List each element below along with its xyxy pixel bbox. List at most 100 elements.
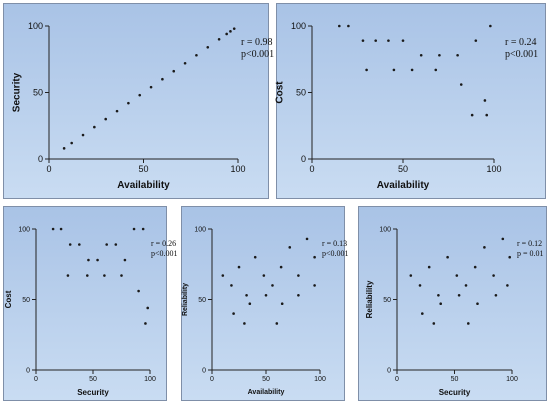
data-point xyxy=(421,312,424,315)
data-point xyxy=(401,39,405,42)
data-point xyxy=(280,302,284,306)
y-tick-label: 0 xyxy=(301,154,306,164)
data-point xyxy=(489,24,492,28)
data-point xyxy=(305,237,309,241)
data-point xyxy=(132,227,136,231)
data-point xyxy=(338,24,341,28)
data-point xyxy=(146,306,150,310)
data-point xyxy=(313,284,316,287)
y-axis-title: Reliability xyxy=(365,280,374,318)
data-point xyxy=(365,68,368,72)
data-point xyxy=(105,243,108,246)
data-point xyxy=(59,227,63,231)
data-point xyxy=(418,284,422,287)
data-point xyxy=(427,265,431,269)
data-point xyxy=(467,322,470,325)
y-tick-label: 0 xyxy=(26,367,30,374)
stats-annotation: p<0.001 xyxy=(505,49,538,60)
data-point xyxy=(485,113,489,117)
chart-reliability-vs-security: 0 50 100 0 50 100 Security Reliability r = 0.12p… xyxy=(365,226,544,397)
data-point xyxy=(470,113,474,117)
data-point xyxy=(144,322,147,325)
data-point xyxy=(494,293,498,297)
data-point xyxy=(419,53,423,57)
stats-annotation: r = 0.12 xyxy=(517,239,542,248)
x-tick-label: 50 xyxy=(138,164,148,174)
x-axis-title: Availability xyxy=(117,180,170,191)
y-tick-label: 100 xyxy=(379,226,391,233)
data-point xyxy=(68,243,72,246)
y-tick-label: 100 xyxy=(18,226,30,233)
x-tick-label: 100 xyxy=(314,376,326,383)
data-point xyxy=(410,68,414,72)
data-point xyxy=(288,246,292,249)
data-point xyxy=(183,61,187,65)
data-point xyxy=(93,125,96,129)
data-point xyxy=(275,322,279,325)
stats-annotation: p<0.001 xyxy=(322,249,349,258)
x-tick-label: 50 xyxy=(398,164,408,174)
chart-security-vs-availability: 0 50 100 0 50 100 Availability Security r = 0.98… xyxy=(11,21,274,191)
data-point xyxy=(195,53,198,57)
data-point xyxy=(114,243,118,246)
data-point xyxy=(221,274,225,277)
x-tick-label: 0 xyxy=(210,376,214,383)
scatter-panel-security-vs-availability: 0 50 100 0 50 100 Availability Security r = 0.98… xyxy=(3,3,274,199)
x-axis-title: Security xyxy=(77,388,109,397)
x-tick-label: 0 xyxy=(395,376,399,383)
data-point xyxy=(161,77,164,81)
chart-cost-vs-availability: 0 50 100 0 50 100 Availability Cost r = 0.24p<0.… xyxy=(274,21,538,191)
scatter-panel-cost-vs-security: 0 50 100 0 50 100 Security Cost r = 0.26 p<0.001 xyxy=(3,206,178,401)
data-point xyxy=(456,53,459,57)
stats-annotation: p = 0.01 xyxy=(517,249,544,258)
data-point xyxy=(96,258,99,262)
data-point xyxy=(374,39,377,42)
data-point xyxy=(392,68,396,72)
data-point xyxy=(347,24,350,28)
stats-annotation: p<0.001 xyxy=(151,249,178,258)
data-point xyxy=(103,274,106,277)
data-point xyxy=(225,32,228,36)
x-tick-label: 0 xyxy=(309,164,314,174)
data-point xyxy=(297,274,300,277)
y-axis-title: Cost xyxy=(274,81,285,104)
stats-annotation: p<0.001 xyxy=(241,49,274,60)
y-tick-label: 50 xyxy=(296,88,306,98)
chart-cost-vs-security: 0 50 100 0 50 100 Security Cost r = 0.26p<0.001 xyxy=(4,226,177,397)
data-point xyxy=(297,293,300,297)
y-tick-label: 100 xyxy=(28,21,43,31)
data-point xyxy=(279,265,283,269)
data-point xyxy=(459,83,463,86)
x-tick-label: 50 xyxy=(451,376,459,383)
data-point xyxy=(87,258,90,262)
data-point xyxy=(232,27,236,30)
y-tick-label: 100 xyxy=(291,21,306,31)
y-tick-label: 50 xyxy=(22,297,30,304)
x-tick-label: 0 xyxy=(34,376,38,383)
x-tick-label: 100 xyxy=(486,164,501,174)
data-point xyxy=(206,45,210,49)
y-tick-label: 0 xyxy=(202,367,206,374)
data-point xyxy=(492,274,495,277)
data-point xyxy=(149,85,153,89)
y-axis-title: Security xyxy=(11,72,22,112)
data-point xyxy=(51,227,55,231)
data-point xyxy=(248,302,252,306)
x-axis-title: Availability xyxy=(377,180,430,191)
data-point xyxy=(123,258,127,262)
data-point xyxy=(115,109,119,113)
y-tick-label: 0 xyxy=(38,154,43,164)
data-point xyxy=(473,265,477,269)
x-tick-label: 50 xyxy=(89,376,97,383)
data-point xyxy=(237,265,241,269)
data-point xyxy=(446,255,449,259)
stats-annotation: r = 0.98 xyxy=(241,37,272,48)
y-axis-title: Cost xyxy=(4,290,13,308)
x-tick-label: 100 xyxy=(506,376,518,383)
data-point xyxy=(474,39,478,42)
data-point xyxy=(262,274,266,277)
x-tick-label: 50 xyxy=(262,376,270,383)
y-tick-label: 100 xyxy=(194,226,206,233)
data-point xyxy=(434,68,438,72)
data-point xyxy=(70,141,73,145)
